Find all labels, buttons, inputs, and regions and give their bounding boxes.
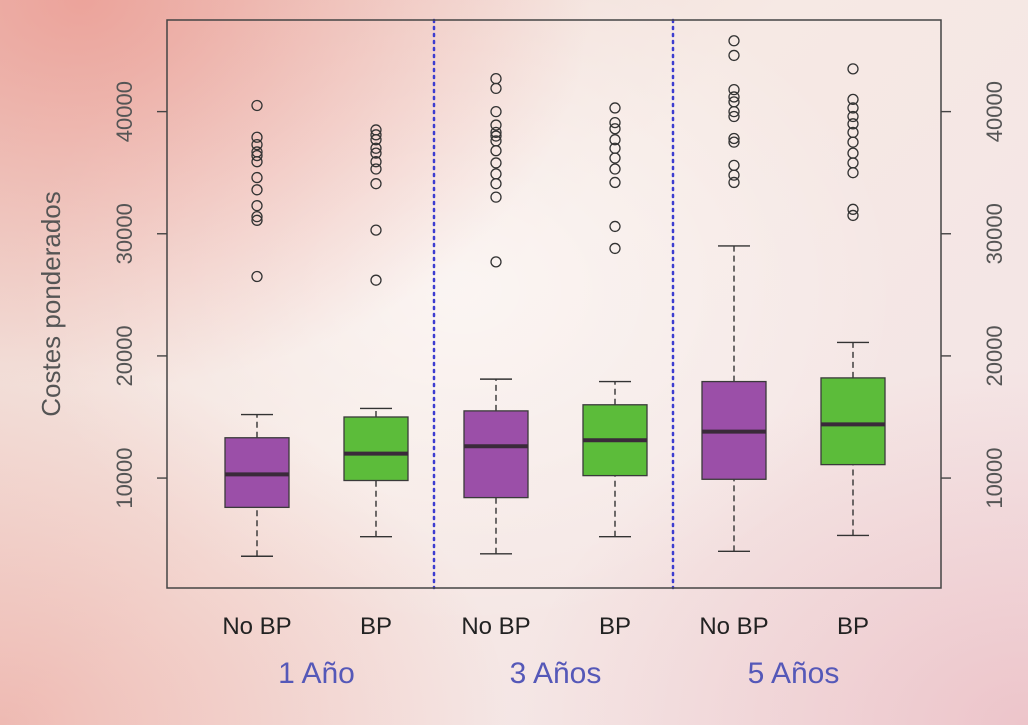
box-3: [463, 72, 529, 555]
y-tick-label-right: 30000: [982, 203, 1007, 264]
outlier-point: [490, 157, 502, 169]
outlier-point: [847, 167, 859, 179]
group-label: 3 Años: [510, 657, 602, 690]
outlier-point: [728, 96, 740, 108]
box-6: [820, 63, 886, 537]
y-tick-label-left: 40000: [112, 81, 137, 142]
group-label: 1 Año: [278, 657, 355, 690]
outlier-point: [490, 72, 502, 85]
outlier-point: [728, 49, 740, 62]
outlier-point: [370, 163, 382, 175]
plot-frame: [166, 19, 942, 589]
outlier-point: [847, 126, 859, 139]
outlier-point: [728, 91, 740, 103]
outlier-point: [609, 220, 621, 233]
outlier-point: [490, 168, 502, 180]
outlier-point: [251, 211, 263, 223]
y-tick-label-right: 20000: [982, 325, 1007, 386]
outlier-point: [847, 147, 859, 159]
outlier-point: [728, 132, 740, 145]
outlier-point: [847, 93, 859, 106]
outlier-point: [609, 102, 621, 114]
y-tick-label-left: 20000: [112, 325, 137, 386]
outlier-point: [728, 159, 740, 172]
outlier-point: [490, 191, 502, 203]
outlier-point: [490, 105, 502, 118]
iqr-box: [343, 416, 409, 482]
outlier-point: [251, 200, 263, 212]
outlier-point: [609, 176, 621, 189]
outlier-point: [370, 142, 382, 154]
y-tick-label-left: 10000: [112, 447, 137, 508]
outlier-point: [490, 256, 502, 268]
outlier-point: [728, 83, 740, 96]
outlier-point: [609, 134, 621, 146]
outlier-point: [609, 123, 621, 135]
outlier-point: [251, 131, 263, 143]
outlier-point: [251, 146, 263, 158]
outlier-point: [490, 126, 502, 139]
outlier-point: [370, 124, 382, 136]
x-category-label: No BP: [461, 613, 530, 640]
outlier-point: [251, 171, 263, 184]
box-5: [701, 35, 767, 553]
outlier-point: [728, 169, 740, 181]
outlier-point: [847, 209, 859, 222]
outlier-point: [609, 163, 621, 175]
y-tick-label-left: 30000: [112, 203, 137, 264]
outlier-point: [847, 136, 859, 148]
outlier-point: [251, 184, 263, 196]
iqr-box: [463, 410, 529, 499]
iqr-box: [820, 377, 886, 466]
outlier-point: [370, 178, 382, 190]
x-category-label: No BP: [699, 613, 768, 640]
outlier-point: [370, 147, 382, 159]
outlier-point: [728, 136, 740, 148]
outlier-point: [251, 149, 263, 162]
box-1: [224, 99, 290, 557]
outlier-point: [490, 145, 502, 157]
outlier-point: [251, 270, 263, 283]
outlier-point: [728, 176, 740, 189]
outlier-point: [370, 129, 382, 141]
outlier-point: [728, 35, 740, 47]
x-category-label: BP: [360, 613, 392, 640]
outlier-point: [609, 116, 621, 129]
x-category-label: No BP: [222, 613, 291, 640]
outlier-point: [490, 135, 502, 147]
outlier-point: [490, 130, 502, 142]
box-2: [343, 124, 409, 538]
x-category-label: BP: [599, 613, 631, 640]
outlier-point: [847, 118, 859, 130]
outlier-point: [490, 178, 502, 190]
outlier-point: [370, 224, 382, 236]
outlier-point: [609, 242, 621, 255]
y-tick-label-right: 10000: [982, 447, 1007, 508]
outlier-point: [490, 82, 502, 95]
x-category-label: BP: [837, 613, 869, 640]
outlier-point: [847, 110, 859, 123]
outlier-point: [490, 119, 502, 131]
box-4: [582, 102, 648, 538]
outlier-point: [370, 274, 382, 286]
y-tick-label-right: 40000: [982, 81, 1007, 142]
outlier-point: [370, 156, 382, 168]
outlier-point: [251, 99, 263, 112]
outlier-point: [251, 138, 263, 151]
outlier-point: [847, 63, 859, 75]
outlier-point: [251, 214, 263, 226]
outlier-point: [609, 142, 621, 154]
outlier-point: [847, 102, 859, 114]
outlier-point: [609, 152, 621, 164]
group-label: 5 Años: [748, 657, 840, 690]
y-axis-title: Costes ponderados: [36, 191, 66, 416]
outlier-point: [847, 203, 859, 215]
outlier-point: [847, 157, 859, 169]
outlier-point: [728, 110, 740, 123]
